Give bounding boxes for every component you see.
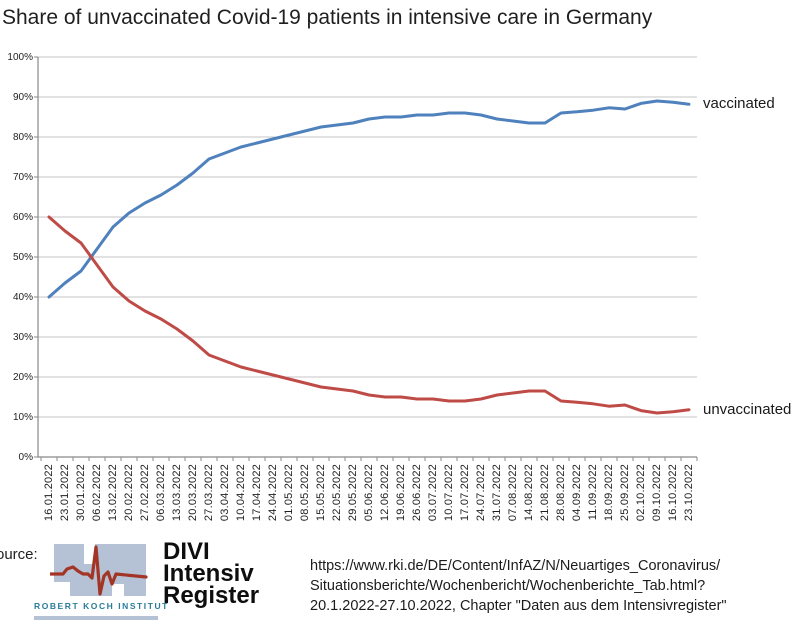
chart-title: Share of unvaccinated Covid-19 patients …	[2, 6, 653, 29]
x-axis-tick-label: 10.07.2022	[442, 464, 455, 522]
x-axis-tick-label: 11.09.2022	[586, 464, 599, 521]
x-axis-tick-label: 13.02.2022	[106, 464, 119, 522]
x-axis-tick-label: 20.03.2022	[186, 464, 199, 522]
x-axis-tick-label: 29.05.2022	[346, 464, 359, 522]
x-axis-tick-label: 23.01.2022	[58, 464, 71, 522]
x-axis-tick-label: 28.08.2022	[554, 464, 567, 522]
y-axis-tick-label: 80%	[12, 131, 33, 143]
x-axis-tick-label: 07.08.2022	[506, 464, 519, 522]
reference-line: 20.1.2022-27.10.2022, Chapter "Daten aus…	[310, 598, 727, 614]
series-label-unvaccinated: unvaccinated	[703, 400, 792, 418]
x-axis-tick-label: 01.05.2022	[282, 464, 295, 522]
x-axis-tick-label: 14.08.2022	[522, 464, 535, 522]
y-axis-tick-label: 100%	[7, 51, 33, 63]
y-axis-tick-label: 50%	[12, 251, 33, 263]
x-axis-tick-label: 13.03.2022	[170, 464, 183, 522]
x-axis-tick-label: 06.02.2022	[90, 464, 103, 522]
y-axis-tick-label: 10%	[12, 411, 33, 423]
x-axis-tick-label: 15.05.2022	[314, 464, 327, 522]
y-axis-tick-label: 40%	[12, 291, 33, 303]
line-vaccinated	[47, 99, 691, 299]
rki-logo-underline	[34, 616, 158, 620]
x-axis-tick-label: 10.04.2022	[234, 464, 247, 522]
x-axis-tick-label: 17.07.2022	[458, 464, 471, 522]
source-label: ource:	[0, 546, 38, 563]
line-chart	[34, 56, 698, 461]
series-label-vaccinated: vaccinated	[703, 95, 775, 113]
y-axis-tick-label: 30%	[12, 331, 33, 343]
x-axis-tick-label: 05.06.2022	[362, 464, 375, 522]
x-axis-tick-label: 08.05.2022	[298, 464, 311, 522]
x-axis-tick-label: 02.10.2022	[634, 464, 647, 522]
rki-logo-text: ROBERT KOCH INSTITUT	[34, 601, 169, 611]
x-axis-tick-label: 12.06.2022	[378, 464, 391, 522]
rki-logo-notch	[84, 544, 95, 564]
x-axis-tick-label: 19.06.2022	[394, 464, 407, 522]
divi-logo-line: DIVI	[163, 538, 210, 565]
reference-line: https://www.rki.de/DE/Content/InfAZ/N/Ne…	[310, 558, 721, 574]
x-axis-tick-label: 22.05.2022	[330, 464, 343, 522]
x-axis-tick-label: 03.07.2022	[426, 464, 439, 522]
rki-logo	[50, 544, 148, 596]
y-axis-tick-label: 0%	[18, 451, 33, 463]
x-axis-tick-label: 31.07.2022	[490, 464, 503, 522]
x-axis-tick-label: 18.09.2022	[602, 464, 615, 522]
x-axis-tick-label: 03.04.2022	[218, 464, 231, 522]
x-axis-tick-label: 30.01.2022	[74, 464, 87, 522]
line-unvaccinated	[47, 215, 691, 415]
x-axis-tick-label: 09.10.2022	[650, 464, 663, 522]
rki-ecg-line-icon	[50, 545, 148, 596]
x-axis-tick-label: 04.09.2022	[570, 464, 583, 522]
x-axis-tick-label: 24.07.2022	[474, 464, 487, 522]
divi-logo-line: Intensiv	[163, 560, 254, 587]
x-axis-tick-label: 26.06.2022	[410, 464, 423, 522]
y-axis-tick-label: 60%	[12, 211, 33, 223]
rki-logo-notch	[54, 582, 70, 596]
x-axis-tick-label: 24.04.2022	[266, 464, 279, 522]
x-axis-tick-label: 16.01.2022	[42, 464, 55, 522]
rki-logo-notch	[112, 584, 124, 596]
reference-line: Situationsberichte/Wochenbericht/Wochenb…	[310, 578, 706, 594]
y-axis-tick-label: 20%	[12, 371, 33, 383]
x-axis-tick-label: 25.09.2022	[618, 464, 631, 522]
x-axis-tick-label: 21.08.2022	[538, 464, 551, 522]
x-axis-tick-label: 20.02.2022	[122, 464, 135, 522]
x-axis-tick-label: 27.02.2022	[138, 464, 151, 522]
divi-logo-line: Register	[163, 582, 260, 609]
x-axis-tick-label: 16.10.2022	[666, 464, 679, 522]
x-axis-tick-label: 06.03.2022	[154, 464, 167, 522]
divi-logo: DIVI Intensiv Register	[163, 538, 260, 609]
y-axis-tick-label: 90%	[12, 91, 33, 103]
reference-text: https://www.rki.de/DE/Content/InfAZ/N/Ne…	[310, 556, 727, 616]
x-axis-tick-label: 23.10.2022	[682, 464, 695, 522]
y-axis-tick-label: 70%	[12, 171, 33, 183]
x-axis-tick-label: 27.03.2022	[202, 464, 215, 522]
x-axis-tick-label: 17.04.2022	[250, 464, 263, 522]
